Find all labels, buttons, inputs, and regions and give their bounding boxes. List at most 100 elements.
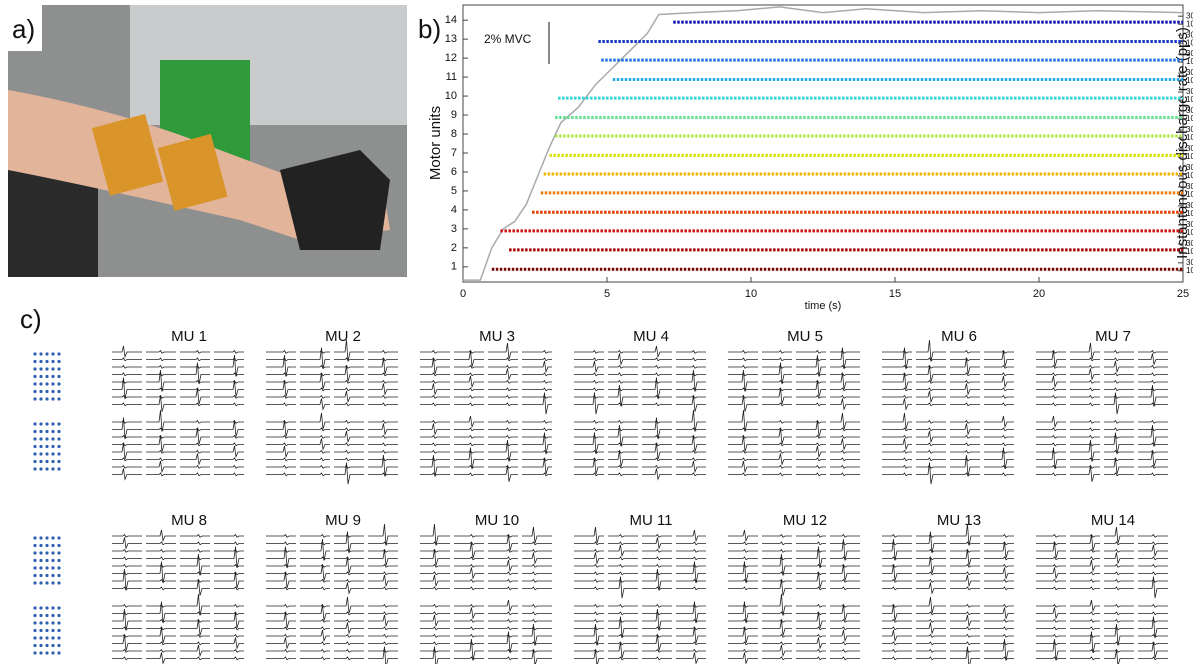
emg-trace: [368, 633, 398, 638]
emg-trace: [608, 449, 638, 454]
emg-trace: [762, 357, 792, 362]
emg-trace: [916, 402, 946, 407]
y-tick-label: 4: [451, 204, 457, 216]
electrode: [45, 452, 49, 456]
emg-trace: [1070, 434, 1100, 439]
emg-trace: [916, 442, 946, 447]
emg-trace: [454, 541, 484, 559]
emg-trace: [574, 578, 604, 583]
emg-trace: [950, 423, 980, 436]
emg-trace: [642, 656, 672, 661]
electrode: [45, 621, 49, 625]
emg-trace: [1104, 387, 1134, 392]
emg-trace: [984, 586, 1014, 591]
emg-trace: [454, 633, 484, 638]
emg-trace: [420, 402, 450, 407]
y-tick-label: 11: [446, 71, 457, 83]
emg-trace: [334, 430, 364, 444]
electrode: [51, 467, 55, 471]
emg-trace: [300, 578, 330, 583]
electrode: [45, 628, 49, 633]
emg-trace: [762, 541, 792, 546]
emg-trace: [984, 364, 1014, 369]
emg-trace: [1104, 552, 1134, 565]
emg-trace: [984, 603, 1014, 608]
emg-trace: [334, 457, 364, 462]
emg-trace: [112, 417, 142, 440]
emg-trace: [728, 394, 758, 399]
emg-trace: [950, 641, 980, 646]
emg-trace: [574, 626, 604, 631]
emg-trace: [368, 523, 398, 546]
emg-trace: [1070, 599, 1100, 613]
emg-trace: [916, 387, 946, 392]
emg-trace: [676, 372, 706, 377]
emg-trace: [334, 427, 364, 432]
emg-trace: [728, 626, 758, 644]
emg-trace: [300, 364, 330, 369]
emg-trace: [676, 387, 706, 392]
emg-trace: [728, 626, 758, 631]
emg-trace: [146, 601, 176, 624]
emg-trace: [1070, 342, 1100, 360]
emg-trace: [676, 618, 706, 623]
y-tick-label: 7: [451, 147, 457, 159]
emg-trace: [488, 434, 518, 439]
electrode: [51, 429, 55, 434]
emg-trace: [454, 656, 484, 661]
emg-trace: [1036, 394, 1066, 399]
emg-trace: [266, 546, 296, 569]
emg-trace: [1036, 375, 1066, 389]
emg-trace: [146, 387, 176, 392]
rate-tick-label: 30: [1186, 182, 1193, 191]
emg-trace: [334, 618, 364, 623]
emg-trace: [266, 445, 296, 459]
emg-trace: [728, 652, 758, 664]
emg-trace: [608, 633, 638, 638]
electrode: [51, 382, 55, 386]
emg-trace: [762, 349, 792, 354]
electrode: [45, 566, 49, 570]
emg-trace: [950, 372, 980, 377]
emg-trace: [112, 634, 142, 651]
emg-trace: [728, 409, 758, 432]
electrode: [39, 628, 43, 633]
emg-trace: [266, 611, 296, 616]
emg-trace: [642, 442, 672, 460]
emg-trace: [574, 360, 604, 374]
emg-trace: [334, 419, 364, 424]
emg-trace: [796, 457, 826, 462]
emg-trace: [574, 641, 604, 646]
emg-trace: [334, 339, 364, 362]
emg-trace: [1138, 349, 1168, 354]
emg-trace: [830, 563, 860, 568]
emg-trace: [1104, 472, 1134, 477]
emg-trace: [1036, 656, 1066, 661]
emg-trace: [454, 586, 484, 591]
emg-trace: [916, 457, 946, 462]
emg-trace: [1070, 556, 1100, 561]
emg-trace: [334, 641, 364, 646]
emg-trace: [522, 649, 552, 664]
emg-trace: [266, 420, 296, 437]
emg-trace: [368, 419, 398, 424]
emg-trace: [1104, 432, 1134, 455]
emg-trace: [1104, 578, 1134, 583]
emg-trace: [454, 603, 484, 608]
emg-trace: [762, 402, 792, 407]
emg-trace: [420, 541, 450, 546]
emg-trace: [266, 394, 296, 399]
plot-frame: [462, 4, 1184, 283]
emg-trace: [368, 379, 398, 384]
rate-tick-label: 10: [1186, 57, 1193, 66]
electrode: [51, 613, 55, 618]
emg-trace: [950, 648, 980, 653]
emg-trace: [488, 394, 518, 399]
emg-trace: [728, 449, 758, 454]
electrode: [45, 643, 49, 648]
emg-trace: [334, 533, 364, 538]
electrode: [45, 437, 49, 441]
emg-trace: [1036, 563, 1066, 568]
emg-trace: [984, 626, 1014, 631]
emg-trace: [420, 614, 450, 628]
